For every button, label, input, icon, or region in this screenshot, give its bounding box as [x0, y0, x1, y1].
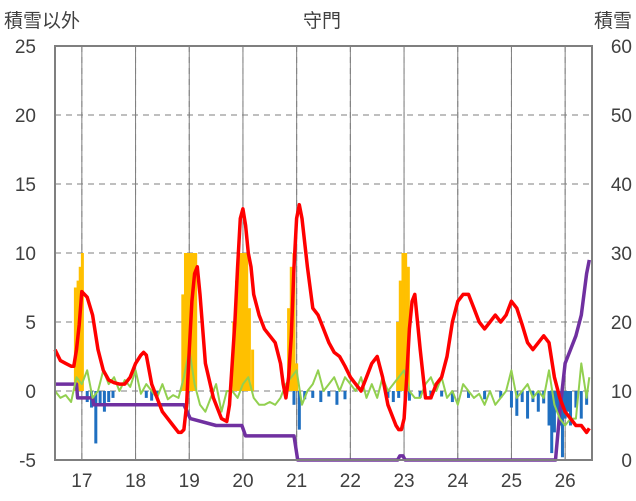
- snow_change-bar: [555, 391, 559, 412]
- precipitation-bar: [401, 253, 405, 391]
- y-tick-label-left: 10: [15, 244, 36, 265]
- chart-title: 守門: [303, 10, 341, 32]
- x-tick-label: 17: [71, 471, 92, 492]
- left-axis-title: 積雪以外: [4, 10, 80, 32]
- snow_change-bar: [292, 391, 296, 405]
- precipitation-bar: [73, 287, 77, 391]
- precipitation-bar: [295, 363, 299, 391]
- snow_change-bar: [536, 391, 540, 412]
- y-tick-label-left: 5: [25, 313, 36, 334]
- y-tick-label-right: 50: [611, 106, 632, 127]
- precipitation-bar: [251, 349, 255, 391]
- precipitation-bar: [80, 253, 84, 391]
- y-tick-label-left: -5: [19, 451, 36, 472]
- snow_change-bar: [418, 391, 422, 398]
- precipitation-bar: [240, 253, 244, 391]
- snow_change-bar: [509, 391, 513, 408]
- y-tick-label-right: 10: [611, 382, 632, 403]
- x-tick-label: 21: [286, 471, 307, 492]
- precipitation-bar: [194, 253, 198, 391]
- snow_change-bar: [319, 391, 323, 403]
- x-tick-label: 26: [555, 471, 576, 492]
- snow_change-bar: [466, 391, 470, 398]
- snow_change-bar: [327, 391, 331, 397]
- snow_depth-line: [55, 259, 592, 462]
- snow_change-bar: [440, 391, 444, 397]
- precipitation-bar: [292, 253, 296, 391]
- snow_change-bar: [569, 391, 573, 426]
- precipitation-bar: [186, 253, 190, 391]
- snow_change-bar: [150, 391, 154, 401]
- snow_change-bar: [94, 391, 98, 444]
- y-tick-label-right: 20: [611, 313, 632, 334]
- precipitation-bar: [287, 308, 291, 391]
- snow_change-bar: [311, 391, 315, 398]
- x-tick-label: 24: [447, 471, 469, 492]
- plot-frame: [54, 45, 593, 461]
- snow_change-bar: [526, 391, 530, 419]
- precipitation-bar: [398, 280, 402, 391]
- y-tick-label-left: 0: [25, 382, 36, 403]
- y-tick-label-left: 15: [15, 175, 36, 196]
- y-tick-label-left: 25: [15, 37, 36, 58]
- precipitation-bar: [247, 308, 251, 391]
- x-tick-label: 19: [179, 471, 200, 492]
- snow_change-bar: [552, 391, 556, 433]
- x-tick-label: 22: [340, 471, 361, 492]
- y-tick-label-right: 0: [621, 451, 632, 472]
- snow_change-bar: [547, 391, 551, 426]
- snow_change-bar: [144, 391, 148, 398]
- snow_change-bar: [499, 391, 503, 398]
- right-axis-title: 積雪: [594, 10, 632, 32]
- snow_change-bar: [111, 391, 115, 398]
- snow_change-bar: [560, 391, 564, 458]
- snow_change-bar: [335, 391, 339, 405]
- snow_change-bar: [386, 391, 390, 398]
- precipitation-bar: [237, 253, 241, 391]
- precipitation-bar: [235, 280, 239, 391]
- snow_change-bar: [297, 391, 301, 430]
- y-tick-label-right: 60: [611, 37, 632, 58]
- snow_change-bar: [574, 391, 578, 408]
- snow_change-bar: [343, 391, 347, 400]
- line-layer: [53, 202, 592, 462]
- precipitation-bar: [183, 253, 187, 391]
- snow_change-bar: [107, 391, 111, 403]
- y-tick-label-right: 40: [611, 175, 632, 196]
- x-tick-label: 23: [393, 471, 414, 492]
- snow_change-bar: [566, 391, 570, 412]
- temperature-line: [53, 202, 591, 435]
- y-tick-label-left: 20: [15, 106, 36, 127]
- x-tick-label: 25: [501, 471, 522, 492]
- precipitation-bar: [396, 322, 400, 391]
- precipitation-bar: [242, 253, 246, 391]
- y-tick-label-right: 30: [611, 244, 632, 265]
- precipitation-bar: [404, 253, 408, 391]
- snow_change-bar: [407, 391, 411, 401]
- snow_change-bar: [450, 391, 454, 403]
- snow_change-bar: [98, 391, 102, 405]
- snow_change-bar: [102, 391, 106, 412]
- snow_change-bar: [563, 391, 567, 419]
- snow_change-bar: [397, 391, 401, 398]
- precipitation-bar: [191, 253, 195, 391]
- snow_change-bar: [550, 391, 554, 454]
- precipitation-bar: [245, 253, 249, 391]
- precipitation-bar: [181, 294, 185, 391]
- snow_change-bar: [483, 391, 487, 400]
- x-tick-label: 20: [232, 471, 253, 492]
- x-tick-label: 18: [125, 471, 146, 492]
- snow_change-bar: [579, 391, 583, 419]
- snow_change-bar: [515, 391, 519, 416]
- snow_change-bar: [303, 391, 307, 400]
- snow_change-bar: [391, 391, 395, 403]
- snow_change-bar: [520, 391, 524, 403]
- wind-line: [54, 348, 591, 427]
